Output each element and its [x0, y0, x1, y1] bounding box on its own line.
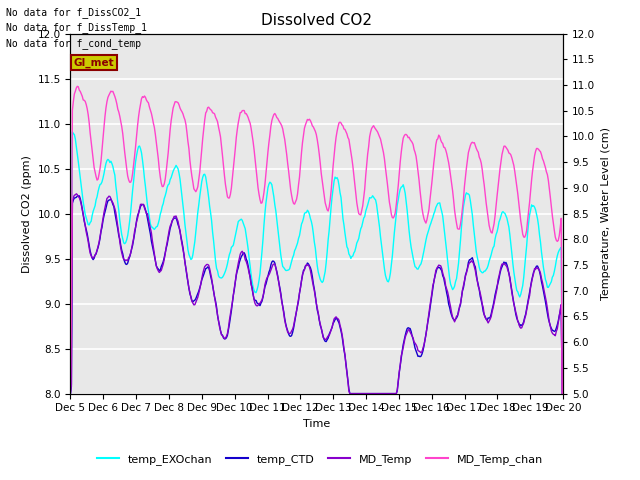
Title: Dissolved CO2: Dissolved CO2	[261, 13, 372, 28]
Y-axis label: Temperature, Water Level (cm): Temperature, Water Level (cm)	[601, 127, 611, 300]
Y-axis label: Dissolved CO2 (ppm): Dissolved CO2 (ppm)	[22, 155, 32, 273]
Text: GI_met: GI_met	[74, 58, 114, 68]
Legend: temp_EXOchan, temp_CTD, MD_Temp, MD_Temp_chan: temp_EXOchan, temp_CTD, MD_Temp, MD_Temp…	[92, 450, 548, 469]
Text: No data for f_cond_temp: No data for f_cond_temp	[6, 38, 141, 49]
Text: No data for f_DissTemp_1: No data for f_DissTemp_1	[6, 23, 147, 34]
X-axis label: Time: Time	[303, 419, 330, 429]
Text: No data for f_DissCO2_1: No data for f_DissCO2_1	[6, 7, 141, 18]
